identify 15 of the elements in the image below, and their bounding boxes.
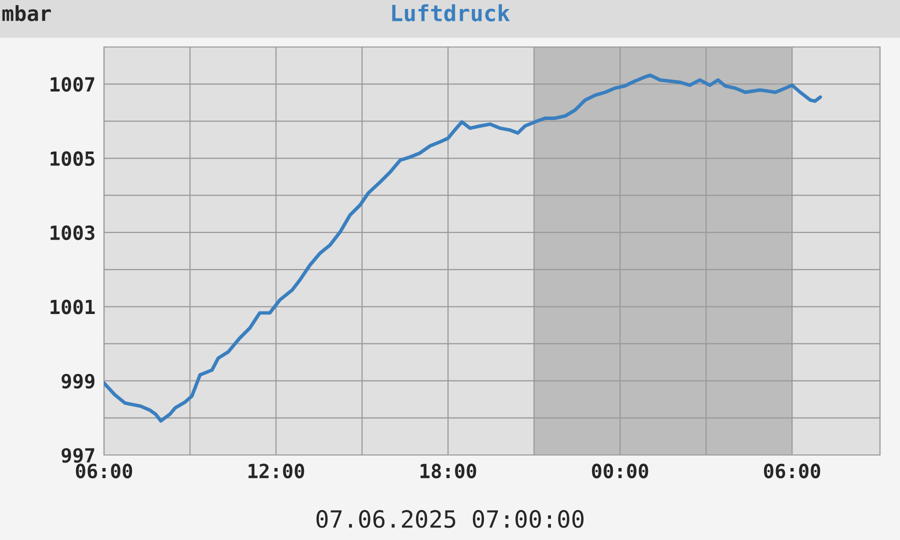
x-tick-label: 00:00 — [592, 464, 648, 478]
x-tick-label: 18:00 — [420, 464, 476, 478]
x-tick-label: 06:00 — [76, 464, 132, 478]
y-tick-label: 997 — [62, 448, 94, 463]
line-series — [104, 73, 822, 423]
y-tick-label: 1005 — [50, 151, 94, 166]
y-tick-label: 1007 — [50, 77, 94, 92]
chart-title: Luftdruck — [392, 4, 510, 22]
y-tick-label: 1001 — [50, 300, 95, 314]
y-tick-label: 1003 — [50, 225, 94, 240]
text: 07.06.2025 07:00:00 — [316, 510, 584, 528]
x-tick-label: 12:00 — [248, 464, 304, 478]
x-tick-label: 06:00 — [764, 464, 820, 478]
y-axis-title: mbar — [2, 5, 51, 22]
y-tick-label: 999 — [62, 374, 94, 389]
